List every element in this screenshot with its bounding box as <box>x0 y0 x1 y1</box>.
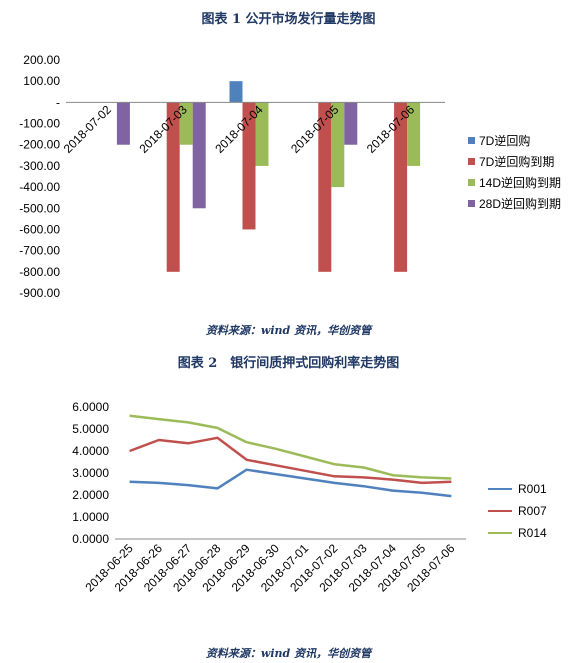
chart2-ytick-label: 4.0000 <box>72 444 109 458</box>
chart1-bar-7D逆回购到期-2018-07-06 <box>394 102 408 272</box>
chart1-svg: 200.00 100.00 - -100.00 -200.00 -300.00 -400.0… <box>19 53 445 300</box>
chart2-legend-item: R007 <box>488 500 547 522</box>
chart1-ytick-label: -800.00 <box>19 265 60 279</box>
chart2-legend-line <box>488 510 512 512</box>
chart1-bar-14D逆回购到期-2018-07-04 <box>255 102 269 166</box>
chart1-legend-item: 7D逆回购到期 <box>468 151 561 172</box>
chart1-bar-7D逆回购到期-2018-07-05 <box>318 102 332 272</box>
chart1-title: 图表 1 公开市场发行量走势图 <box>201 12 376 27</box>
chart2-svg: 6.0000 5.0000 4.0000 3.0000 2.0000 1.0000 0.00… <box>72 400 466 595</box>
chart2-legend-item: R014 <box>488 522 547 544</box>
chart1-legend: 7D逆回购 7D逆回购到期 14D逆回购到期 28D逆回购到期 <box>468 130 561 214</box>
chart2-legend-line <box>488 488 512 490</box>
chart2-title: 图表 2 银行间质押式回购利率走势图 <box>177 356 400 371</box>
chart1-ytick-label: -300.00 <box>19 159 60 173</box>
chart1-bar-28D逆回购到期-2018-07-02 <box>116 102 130 145</box>
chart2-ytick-label: 6.0000 <box>72 400 109 414</box>
chart2-legend-label: R014 <box>518 526 547 540</box>
chart1-legend-item: 14D逆回购到期 <box>468 172 561 193</box>
chart1-ytick-label: -700.00 <box>19 244 60 258</box>
chart2-legend-item: R001 <box>488 478 547 500</box>
chart2-legend-label: R001 <box>518 482 547 496</box>
chart1-ytick-label: -500.00 <box>19 201 60 215</box>
chart2-source: 资料来源：wind 资讯，华创资管 <box>205 647 372 660</box>
chart1-ytick-label: -200.00 <box>19 138 60 152</box>
chart1-legend-swatch <box>468 137 475 144</box>
chart1-bar-28D逆回购到期-2018-07-05 <box>344 102 358 145</box>
chart1-legend-label: 7D逆回购到期 <box>479 155 555 169</box>
chart2-line-R001 <box>129 468 452 498</box>
chart1-legend-item: 7D逆回购 <box>468 130 561 151</box>
chart1-legend-item: 28D逆回购到期 <box>468 193 561 214</box>
chart1-source: 资料来源：wind 资讯，华创资管 <box>205 324 372 337</box>
chart1-ytick-label: - <box>56 95 60 109</box>
chart2-ytick-label: 5.0000 <box>72 422 109 436</box>
chart2-line-R007 <box>129 436 452 485</box>
chart1-ytick-label: -900.00 <box>19 286 60 300</box>
chart2-legend-label: R007 <box>518 504 547 518</box>
chart2-legend-line <box>488 532 512 534</box>
chart1-bar-7D逆回购到期-2018-07-04 <box>242 102 256 230</box>
chart1-ytick-label: 100.00 <box>23 74 60 88</box>
chart1-legend-swatch <box>468 158 475 165</box>
chart1-legend-swatch <box>468 200 475 207</box>
chart1-ytick-label: -600.00 <box>19 222 60 236</box>
chart1-bar-7D逆回购-2018-07-04 <box>229 81 243 103</box>
chart1-legend-label: 7D逆回购 <box>479 134 531 148</box>
chart1-legend-label: 14D逆回购到期 <box>479 176 562 190</box>
chart2-ytick-label: 0.0000 <box>72 532 109 546</box>
chart1-bar-14D逆回购到期-2018-07-06 <box>407 102 421 166</box>
chart1-legend-label: 28D逆回购到期 <box>479 197 562 211</box>
chart2-line-R014 <box>129 414 452 480</box>
chart1-bar-28D逆回购到期-2018-07-03 <box>192 102 206 209</box>
chart1-ytick-label: 200.00 <box>23 53 60 67</box>
chart2-legend: R001 R007 R014 <box>488 478 547 544</box>
chart1-bar-14D逆回购到期-2018-07-05 <box>331 102 345 188</box>
chart1-ytick-label: -400.00 <box>19 180 60 194</box>
chart2-ytick-label: 1.0000 <box>72 510 109 524</box>
chart1-ytick-label: -100.00 <box>19 117 60 131</box>
chart1-bar-7D逆回购到期-2018-07-03 <box>166 102 180 272</box>
chart1-bar-14D逆回购到期-2018-07-03 <box>179 102 193 145</box>
chart2-ytick-label: 3.0000 <box>72 466 109 480</box>
chart1-legend-swatch <box>468 179 475 186</box>
chart1-xtick-label: 2018-07-02 <box>61 102 115 156</box>
chart2-ytick-label: 2.0000 <box>72 488 109 502</box>
